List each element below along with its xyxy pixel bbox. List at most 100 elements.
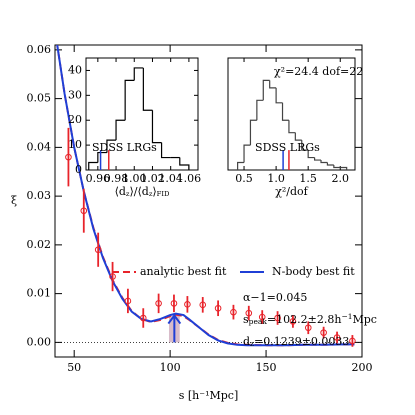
x-tick-label: 1.04: [158, 172, 183, 185]
annotation: χ²=24.4 dof=22: [274, 65, 363, 78]
data-point: [230, 308, 237, 316]
data-point: [170, 300, 178, 307]
annotation: speak=102.2±2.8h−1Mpc: [243, 312, 377, 327]
histogram-bin: [262, 79, 270, 101]
data-point: [245, 309, 253, 317]
histogram-bin: [320, 160, 328, 164]
plot-area: [55, 45, 362, 347]
annotation: dz=0.1239±0.0033: [243, 335, 349, 348]
data-point: [274, 314, 281, 322]
data-point: [333, 334, 341, 341]
y-tick-label: 0.00: [27, 335, 52, 348]
y-tick-label: 0.05: [27, 92, 52, 105]
text-part: z: [250, 339, 254, 348]
x-tick-label: 0.5: [235, 172, 253, 185]
text-part: α−1=0.045: [243, 291, 307, 304]
text-part: Mpc: [353, 313, 377, 326]
text-part: FID: [157, 190, 170, 198]
histogram-bin: [307, 150, 315, 159]
text-part: d: [243, 335, 250, 348]
data-point: [304, 324, 312, 332]
histogram-bin: [243, 144, 251, 163]
data-point: [124, 297, 132, 305]
text-part: ⟩: [152, 185, 156, 198]
histogram-bin: [294, 132, 302, 141]
x-tick-label: 0.98: [104, 172, 129, 185]
data-point: [80, 207, 88, 215]
histogram-bin: [88, 161, 98, 170]
y-axis-label: ξ: [11, 194, 17, 207]
histogram-bin: [301, 140, 309, 151]
histogram-bin: [326, 162, 334, 166]
y-tick-label: 0.06: [27, 43, 52, 56]
data-point: [109, 273, 116, 280]
histogram-bin: [281, 102, 289, 121]
x-tick-label: 0.96: [86, 172, 111, 185]
histogram-bin: [106, 139, 117, 153]
x-axis-label: ⟨dz⟩/⟨dz⟩FID: [115, 185, 170, 198]
x-tick-label: 150: [256, 361, 277, 374]
text-part: =0.1239±0.0033: [254, 335, 349, 348]
data-point: [214, 304, 222, 312]
data-point: [184, 301, 191, 308]
x-axis-label: s [h⁻¹Mpc]: [179, 389, 239, 402]
histogram-bin: [249, 119, 257, 146]
histogram-bin: [288, 120, 296, 134]
data-point: [349, 337, 356, 345]
text-part: ⟨d: [115, 185, 126, 198]
plot-frame: [227, 57, 356, 171]
x-tick-label: 200: [352, 361, 373, 374]
histogram-bin: [142, 67, 153, 111]
y-tick-label: 0.03: [27, 189, 52, 202]
histogram-bin: [97, 151, 107, 163]
x-tick-label: 1.00: [122, 172, 147, 185]
data-point: [289, 318, 297, 325]
histogram-bin: [313, 157, 322, 161]
annotation: SDSS LRGs: [255, 141, 320, 154]
histogram-bin: [115, 119, 126, 141]
histogram-bin: [133, 67, 144, 81]
legend-label: N-body best fit: [272, 265, 355, 278]
y-tick-label: 10: [68, 138, 82, 151]
x-tick-label: 50: [67, 361, 81, 374]
x-tick-label: 100: [160, 361, 181, 374]
y-tick-label: 0.04: [27, 140, 52, 153]
data-point: [65, 153, 72, 161]
histogram-bin: [333, 165, 341, 169]
text-part: peak: [249, 317, 268, 326]
y-tick-label: 40: [68, 63, 82, 76]
histogram-bin: [151, 110, 162, 144]
histogram-bin: [275, 87, 283, 104]
data-point: [199, 301, 207, 309]
y-tick-label: 20: [68, 113, 82, 126]
text-part: =102.2±2.8h: [267, 313, 342, 326]
legend-label: analytic best fit: [140, 265, 227, 278]
text-part: z: [149, 190, 153, 198]
data-point: [139, 314, 147, 322]
plot-frame: [85, 57, 199, 171]
annotation: α−1=0.045: [243, 291, 307, 304]
x-tick-label: 1.0: [267, 172, 285, 185]
data-point: [94, 246, 102, 254]
y-tick-label: 30: [68, 88, 82, 101]
histogram-bin: [124, 79, 135, 121]
histogram-bin: [340, 166, 348, 170]
x-tick-label: 1.02: [140, 172, 165, 185]
data-point: [258, 313, 266, 321]
text-part: z: [126, 190, 130, 198]
histogram-bin: [179, 157, 190, 170]
data-point: [320, 329, 327, 336]
y-tick-label: 0.02: [27, 238, 52, 251]
annotation: SDSS LRGs: [92, 141, 157, 154]
text-part: ⟩/⟨d: [129, 185, 148, 198]
text-part: −1: [341, 312, 352, 321]
y-tick-label: 0.01: [27, 287, 52, 300]
x-tick-label: 2.0: [331, 172, 349, 185]
histogram-bin: [256, 99, 264, 121]
data-point: [155, 300, 162, 307]
x-tick-label: 1.5: [299, 172, 317, 185]
peak-arrowhead: [167, 313, 182, 325]
text-part: s: [243, 313, 249, 326]
histogram-bin: [269, 80, 277, 89]
x-tick-label: 1.06: [177, 172, 202, 185]
